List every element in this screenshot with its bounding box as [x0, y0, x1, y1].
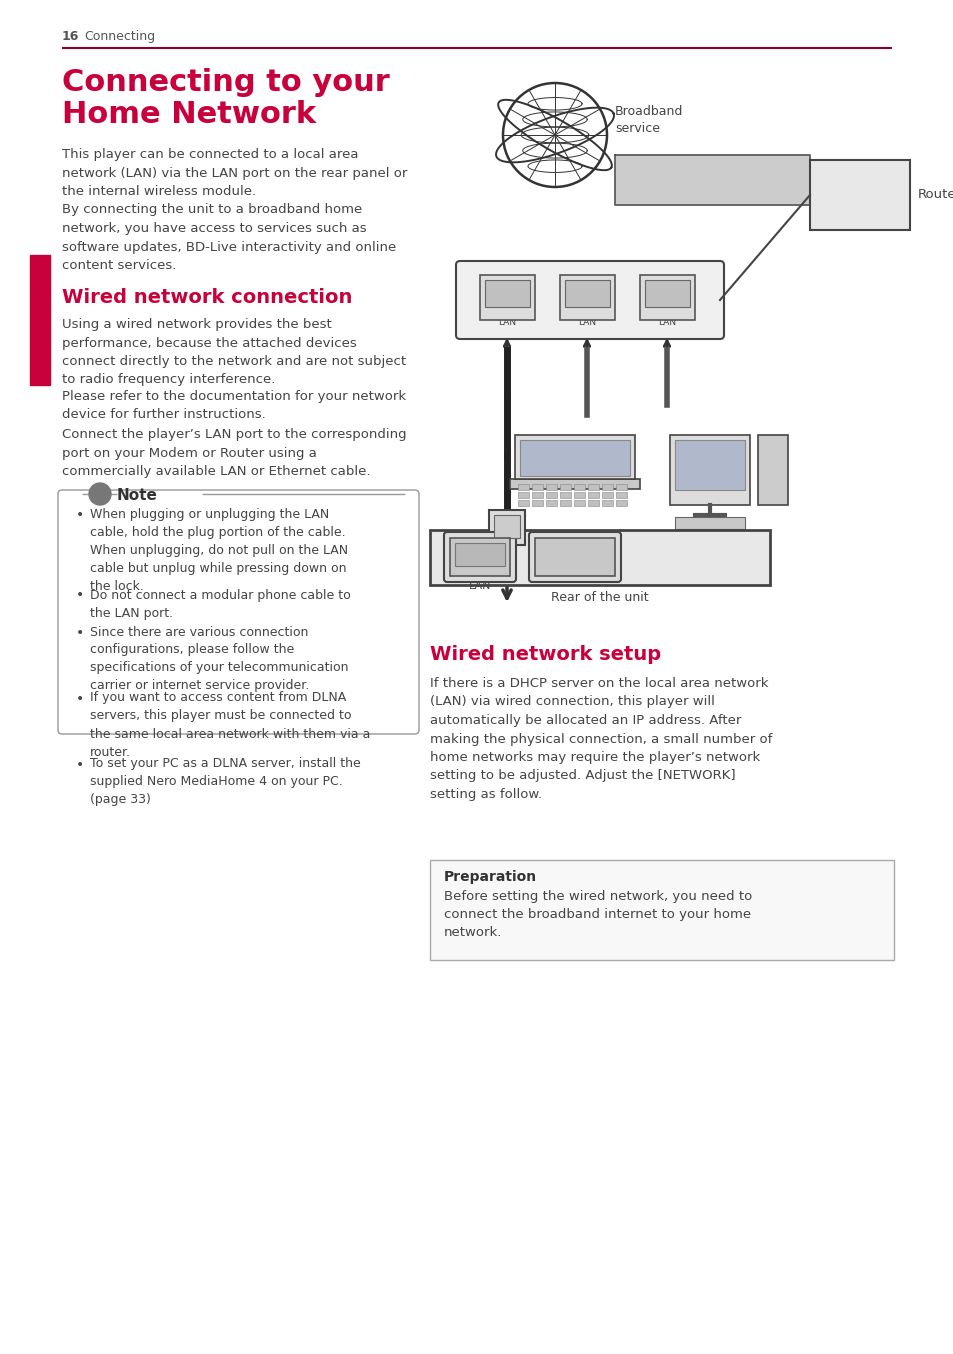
Text: •: • — [76, 757, 84, 772]
Bar — [564, 280, 609, 307]
Text: If you want to access content from DLNA
servers, this player must be connected t: If you want to access content from DLNA … — [90, 692, 370, 758]
Bar — [809, 160, 909, 230]
Bar — [489, 510, 524, 546]
Text: •: • — [76, 589, 84, 603]
Polygon shape — [615, 154, 849, 204]
Bar — [616, 500, 626, 505]
Text: Connect the player’s LAN port to the corresponding
port on your Modem or Router : Connect the player’s LAN port to the cor… — [62, 428, 406, 478]
Bar — [669, 435, 749, 505]
Text: Rear of the unit: Rear of the unit — [551, 590, 648, 604]
Text: Connecting: Connecting — [35, 315, 45, 375]
Bar — [545, 483, 557, 490]
Bar — [532, 483, 542, 490]
Text: Router: Router — [917, 188, 953, 202]
Bar — [510, 479, 639, 489]
Text: Since there are various connection
configurations, please follow the
specificati: Since there are various connection confi… — [90, 626, 348, 692]
Bar — [559, 500, 571, 505]
Bar — [515, 435, 635, 479]
Text: When plugging or unplugging the LAN
cable, hold the plug portion of the cable.
W: When plugging or unplugging the LAN cabl… — [90, 508, 348, 593]
Text: 2: 2 — [34, 263, 46, 278]
Bar — [545, 492, 557, 498]
Bar — [494, 515, 519, 538]
Text: Note: Note — [117, 487, 157, 502]
Bar — [574, 492, 584, 498]
Bar — [758, 435, 787, 505]
Bar — [644, 280, 689, 307]
Text: Home Network: Home Network — [62, 100, 315, 129]
Bar — [587, 483, 598, 490]
Text: LAN: LAN — [497, 318, 516, 328]
Bar — [587, 492, 598, 498]
Text: Using a wired network provides the best
performance, because the attached device: Using a wired network provides the best … — [62, 318, 406, 386]
Bar — [616, 492, 626, 498]
Bar — [30, 255, 50, 385]
FancyBboxPatch shape — [456, 261, 723, 338]
Bar — [517, 500, 529, 505]
Text: 16: 16 — [62, 30, 79, 43]
Text: DLNA certified servers: DLNA certified servers — [539, 535, 688, 548]
Text: !: ! — [96, 487, 103, 501]
Bar — [574, 500, 584, 505]
Text: Wired network connection: Wired network connection — [62, 288, 352, 307]
Bar — [479, 275, 535, 320]
Bar — [675, 517, 744, 529]
Text: Before setting the wired network, you need to
connect the broadband internet to : Before setting the wired network, you ne… — [443, 890, 752, 940]
Text: LAN: LAN — [468, 581, 491, 590]
Text: If there is a DHCP server on the local area network
(LAN) via wired connection, : If there is a DHCP server on the local a… — [430, 677, 772, 802]
Bar — [519, 440, 629, 477]
Bar — [430, 529, 769, 585]
Bar — [616, 483, 626, 490]
Text: LAN: LAN — [578, 318, 596, 328]
Text: Connecting: Connecting — [84, 30, 155, 43]
FancyBboxPatch shape — [529, 532, 620, 582]
Bar — [545, 500, 557, 505]
Text: LAN: LAN — [658, 318, 676, 328]
FancyBboxPatch shape — [58, 490, 418, 734]
Bar — [532, 500, 542, 505]
Bar — [601, 492, 613, 498]
Bar — [517, 492, 529, 498]
FancyBboxPatch shape — [443, 532, 516, 582]
Bar — [532, 492, 542, 498]
Text: Connecting to your: Connecting to your — [62, 68, 390, 97]
Bar — [601, 500, 613, 505]
Bar — [484, 280, 530, 307]
Bar — [639, 275, 695, 320]
Text: Please refer to the documentation for your network
device for further instructio: Please refer to the documentation for yo… — [62, 390, 406, 421]
Text: To set your PC as a DLNA server, install the
supplied Nero MediaHome 4 on your P: To set your PC as a DLNA server, install… — [90, 757, 360, 807]
Text: •: • — [76, 508, 84, 523]
Bar — [559, 275, 615, 320]
Bar — [517, 483, 529, 490]
Bar — [587, 500, 598, 505]
Bar — [574, 483, 584, 490]
Bar — [559, 483, 571, 490]
Circle shape — [89, 483, 111, 505]
Text: Wired network setup: Wired network setup — [430, 645, 660, 663]
Text: This player can be connected to a local area
network (LAN) via the LAN port on t: This player can be connected to a local … — [62, 148, 407, 272]
Bar — [450, 538, 510, 575]
Bar — [601, 483, 613, 490]
Bar — [675, 440, 744, 490]
Text: Preparation: Preparation — [443, 871, 537, 884]
FancyBboxPatch shape — [430, 860, 893, 960]
Text: •: • — [76, 626, 84, 639]
Text: HDMI OUT
TO TV: HDMI OUT TO TV — [548, 538, 600, 561]
Text: •: • — [76, 692, 84, 705]
Bar — [559, 492, 571, 498]
Bar — [535, 538, 615, 575]
Text: Do not connect a modular phone cable to
the LAN port.: Do not connect a modular phone cable to … — [90, 589, 351, 620]
Text: Broadband
service: Broadband service — [615, 106, 682, 135]
Bar — [455, 543, 504, 566]
